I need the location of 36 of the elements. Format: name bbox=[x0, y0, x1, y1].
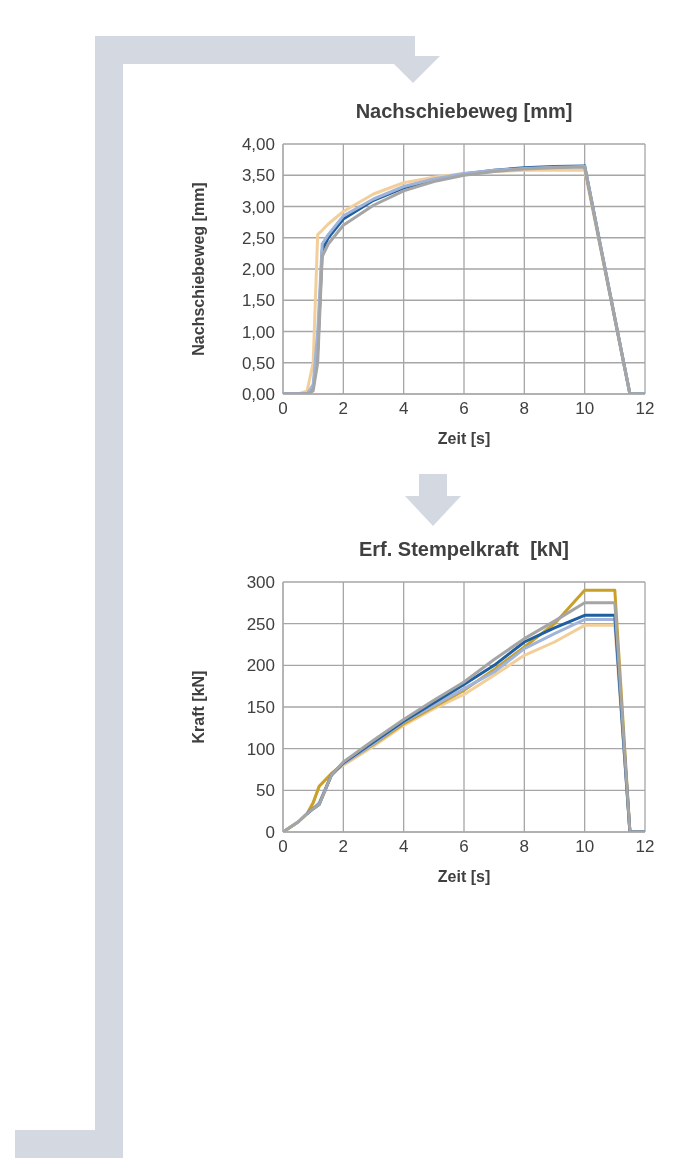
x-axis-title: Zeit [s] bbox=[437, 868, 491, 885]
y-tick-label: 0 bbox=[265, 823, 275, 843]
x-tick-label: 2 bbox=[338, 837, 349, 857]
y-tick-label: 200 bbox=[246, 656, 275, 676]
y-tick-label: 2,00 bbox=[241, 260, 275, 280]
y-axis-title: Kraft [kN] bbox=[189, 670, 207, 744]
y-tick-label: 1,00 bbox=[241, 322, 275, 342]
y-tick-label: 3,00 bbox=[241, 197, 275, 217]
y-tick-label: 50 bbox=[256, 781, 275, 801]
x-tick-label: 10 bbox=[575, 399, 595, 419]
x-tick-label: 2 bbox=[338, 399, 349, 419]
x-tick-label: 12 bbox=[635, 837, 655, 857]
y-tick-label: 250 bbox=[246, 614, 275, 634]
x-tick-label: 8 bbox=[519, 399, 530, 419]
y-tick-label: 150 bbox=[246, 698, 275, 718]
x-tick-label: 0 bbox=[278, 399, 288, 419]
y-tick-label: 1,50 bbox=[241, 291, 275, 311]
x-tick-label: 6 bbox=[459, 399, 469, 419]
chart-title: Erf. Stempelkraft [kN] bbox=[357, 538, 571, 562]
y-tick-label: 0,50 bbox=[241, 353, 275, 373]
chart-title: Nachschiebeweg [mm] bbox=[354, 100, 574, 124]
x-tick-label: 10 bbox=[575, 837, 595, 857]
x-tick-label: 6 bbox=[459, 837, 469, 857]
y-tick-label: 4,00 bbox=[241, 135, 275, 155]
x-axis-title: Zeit [s] bbox=[437, 430, 491, 447]
y-tick-label: 2,50 bbox=[241, 228, 275, 248]
x-tick-label: 4 bbox=[398, 399, 409, 419]
y-tick-label: 100 bbox=[246, 739, 275, 759]
x-tick-label: 12 bbox=[635, 399, 655, 419]
x-tick-label: 4 bbox=[398, 837, 409, 857]
y-axis-title: Nachschiebeweg [mm] bbox=[189, 182, 207, 356]
y-tick-label: 3,50 bbox=[241, 166, 275, 186]
x-tick-label: 8 bbox=[519, 837, 530, 857]
x-tick-label: 0 bbox=[278, 837, 288, 857]
y-tick-label: 0,00 bbox=[241, 385, 275, 405]
y-tick-label: 300 bbox=[246, 573, 275, 593]
